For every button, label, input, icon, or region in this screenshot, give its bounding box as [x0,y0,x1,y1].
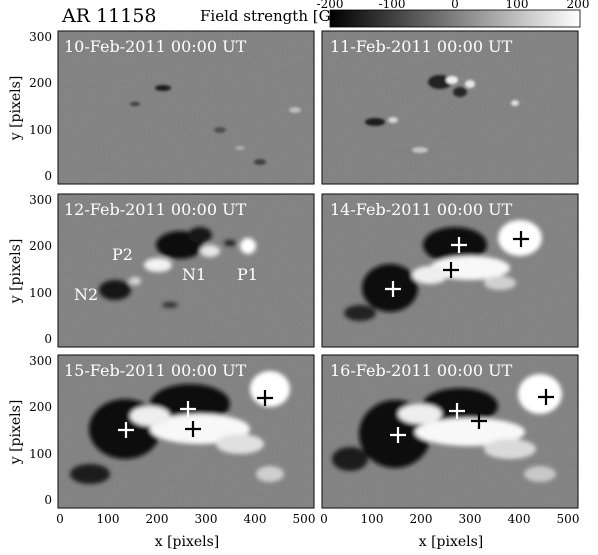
x-axis-label: x [pixels] [419,534,484,550]
region-label-p1: P1 [237,265,258,284]
position-markers [118,390,273,438]
y-tick: 300 [29,193,52,207]
colorbar-tick: -100 [379,0,406,11]
x-tick: 400 [244,512,267,526]
y-tick: 300 [29,354,52,368]
colorbar-tick: -200 [317,0,344,11]
y-tick: 0 [44,493,52,507]
panel-date: 10-Feb-2011 00:00 UT [64,37,247,56]
y-tick: 0 [44,169,52,183]
panel-date: 12-Feb-2011 00:00 UT [64,200,247,219]
y-axis-label: y [pixels] [8,76,24,142]
y-tick: 0 [44,332,52,346]
colorbar [329,9,581,28]
x-tick: 500 [557,512,580,526]
y-tick: 100 [29,123,52,137]
x-tick: 400 [508,512,531,526]
x-tick: 200 [410,512,433,526]
panel-date: 11-Feb-2011 00:00 UT [330,37,513,56]
x-tick: 300 [195,512,218,526]
figure-title: AR 11158 [61,5,157,27]
y-tick: 200 [29,239,52,253]
colorbar-tick: 200 [567,0,590,11]
panel-date: 14-Feb-2011 00:00 UT [330,200,513,219]
region-label-n1: N1 [182,265,206,284]
x-tick: 200 [146,512,169,526]
region-label-p2: P2 [112,245,133,264]
colorbar-label: Field strength [G] [200,7,336,25]
y-tick: 200 [29,400,52,414]
y-tick: 300 [29,30,52,44]
panel-15-feb: 15-Feb-2011 00:00 UT [57,354,315,509]
y-axis-label: y [pixels] [8,400,24,466]
colorbar-tick: 0 [451,0,459,11]
x-tick: 100 [97,512,120,526]
x-tick: 300 [459,512,482,526]
y-tick: 100 [29,447,52,461]
position-markers [390,389,554,443]
panel-date: 16-Feb-2011 00:00 UT [330,361,513,380]
panel-10-feb: 10-Feb-2011 00:00 UT [57,30,315,185]
panel-14-feb: 14-Feb-2011 00:00 UT [321,193,579,348]
panel-11-feb: 11-Feb-2011 00:00 UT [321,30,579,185]
y-tick: 200 [29,76,52,90]
colorbar-tick: 100 [506,0,529,11]
panel-date: 15-Feb-2011 00:00 UT [64,361,247,380]
x-axes: 0 100 200 300 400 500 0 100 200 300 400 … [56,512,579,526]
x-axis-label: x [pixels] [155,534,220,550]
y-axes: 300 200 100 0 300 200 100 0 300 200 100 … [29,30,52,507]
position-markers [385,231,529,297]
x-tick: 500 [293,512,316,526]
x-tick: 0 [56,512,64,526]
panel-16-feb: 16-Feb-2011 00:00 UT [321,354,579,509]
x-tick: 0 [320,512,328,526]
y-tick: 100 [29,286,52,300]
region-label-n2: N2 [74,285,98,304]
x-tick: 100 [361,512,384,526]
y-axis-label: y [pixels] [8,239,24,305]
panel-12-feb: 12-Feb-2011 00:00 UT P2 N1 P1 N2 [57,193,315,348]
